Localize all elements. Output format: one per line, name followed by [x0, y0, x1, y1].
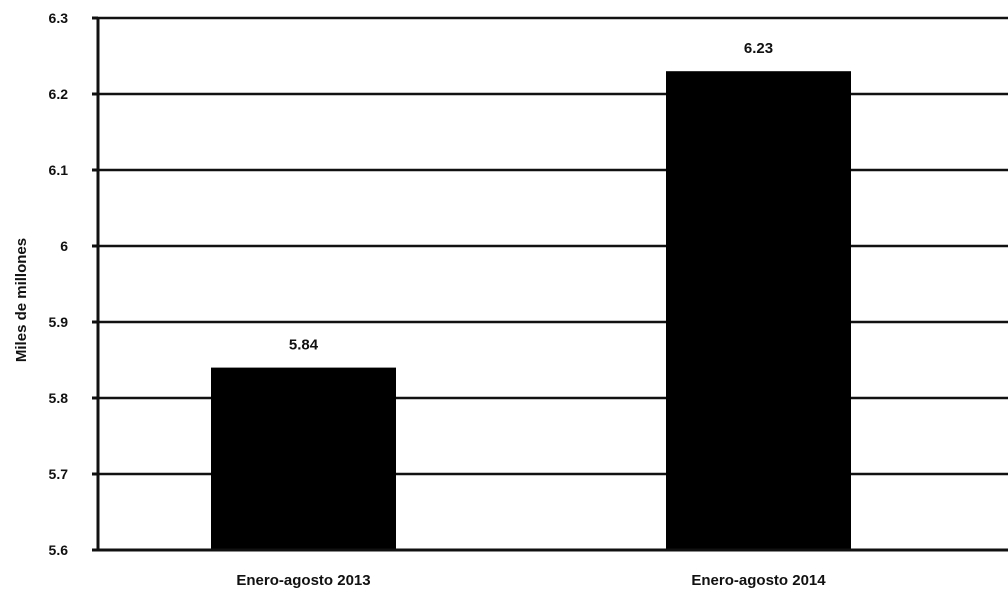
y-tick-label: 5.9 — [49, 314, 69, 330]
x-category-label: Enero-agosto 2013 — [236, 572, 370, 589]
y-axis-title: Miles de millones — [13, 238, 30, 362]
bar-value-label: 5.84 — [289, 337, 319, 354]
y-tick-label: 5.6 — [49, 542, 69, 558]
x-category-label: Enero-agosto 2014 — [691, 572, 826, 589]
bar — [666, 71, 851, 550]
y-tick-label: 6.1 — [49, 162, 69, 178]
data-labels: 5.84 6.23 — [289, 40, 773, 353]
y-tick-label: 6.2 — [49, 86, 69, 102]
y-tick-label: 5.7 — [49, 466, 69, 482]
y-tick-label: 6 — [60, 238, 68, 254]
axes — [96, 18, 1008, 552]
bar — [211, 367, 396, 550]
y-tick-labels: 5.6 5.7 5.8 5.9 6 6.1 6.2 6.3 — [49, 10, 98, 558]
x-category-labels: Enero-agosto 2013 Enero-agosto 2014 — [236, 572, 826, 589]
y-tick-label: 6.3 — [49, 10, 69, 26]
y-tick-label: 5.8 — [49, 390, 69, 406]
bars — [211, 71, 851, 550]
bar-value-label: 6.23 — [744, 40, 773, 57]
